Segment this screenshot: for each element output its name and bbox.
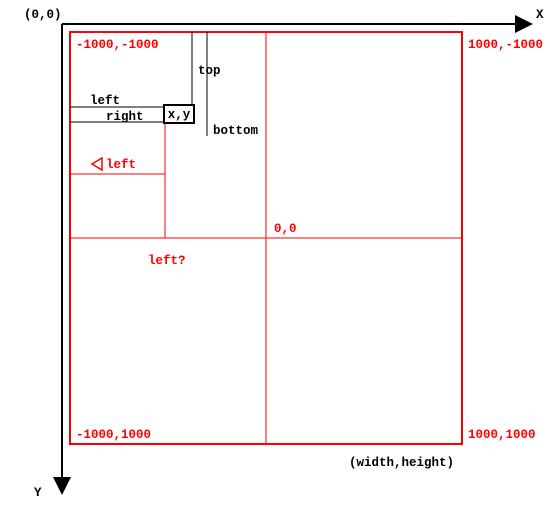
guide-tri-left-label: left — [106, 158, 136, 172]
guide-top-label: top — [198, 64, 221, 78]
corner-bottom-left: -1000,1000 — [76, 428, 151, 442]
triangle-left-icon — [92, 158, 102, 170]
guide-bottom-label: bottom — [213, 124, 259, 138]
guide-left-label: left — [90, 94, 120, 108]
guide-right-label: right — [106, 110, 144, 124]
corner-top-right: 1000,-1000 — [468, 38, 543, 52]
guide-leftq-label: left? — [148, 254, 186, 268]
corner-top-left: -1000,-1000 — [76, 38, 159, 52]
y-axis-label: Y — [34, 486, 42, 500]
xy-box-label: x,y — [168, 108, 191, 122]
center-label: 0,0 — [274, 222, 297, 236]
size-label: (width,height) — [349, 456, 454, 470]
origin-label: (0,0) — [24, 8, 62, 22]
corner-bottom-right: 1000,1000 — [468, 428, 536, 442]
x-axis-label: X — [536, 8, 544, 22]
coordinate-diagram: (0,0) X Y (width,height) -1000,-1000 100… — [0, 0, 550, 505]
